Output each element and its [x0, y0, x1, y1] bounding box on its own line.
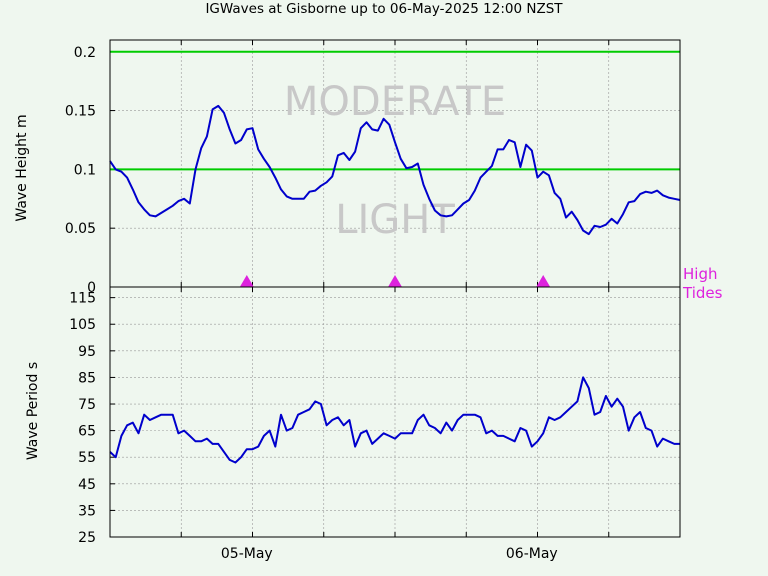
zone-label: LIGHT	[335, 197, 455, 243]
high-tide-marker	[536, 275, 551, 287]
high-tide-marker	[388, 275, 402, 287]
zone-label: MODERATE	[284, 79, 506, 125]
y-tick-label: 75	[78, 397, 96, 413]
y-tick-label: 65	[78, 424, 96, 440]
y-tick-label: 0.15	[65, 104, 96, 120]
y-tick-label: 115	[69, 291, 96, 307]
high-tide-marker	[239, 275, 254, 287]
high-tides-label-line1: High	[683, 265, 717, 283]
y-tick-label: 85	[78, 370, 96, 386]
wave-height-axis-label: Wave Height m	[14, 114, 30, 221]
y-tick-label: 45	[78, 477, 96, 493]
y-tick-label: 55	[78, 450, 96, 466]
chart-title: IGWaves at Gisborne up to 06-May-2025 12…	[205, 1, 563, 17]
wave-height-plot: 0 0.05 0.1 0.15 0.2 MODERATE LIGHT	[65, 39, 681, 296]
y-tick-label: 35	[78, 503, 96, 519]
series-line	[109, 104, 681, 236]
x-tick-label: 06-May	[506, 546, 558, 562]
y-tick-label: 105	[69, 317, 96, 333]
y-tick-label: 95	[78, 344, 96, 360]
high-tides-label-line2: Tides	[682, 284, 723, 302]
y-tick-label: 25	[78, 530, 96, 546]
y-tick-label: 0.05	[65, 221, 96, 237]
y-tick-label: 0.2	[74, 45, 96, 61]
wave-period-axis-label: Wave Period s	[25, 362, 41, 460]
series-line	[109, 376, 680, 464]
y-tick-label: 0	[87, 280, 96, 296]
y-tick-label: 0.1	[74, 162, 96, 178]
plot-frame	[109, 286, 681, 538]
wave-period-plot: 25 35 45 55 65 75 85 95 105 115 05-May 06-May	[69, 286, 681, 562]
x-tick-label: 05-May	[221, 546, 273, 562]
